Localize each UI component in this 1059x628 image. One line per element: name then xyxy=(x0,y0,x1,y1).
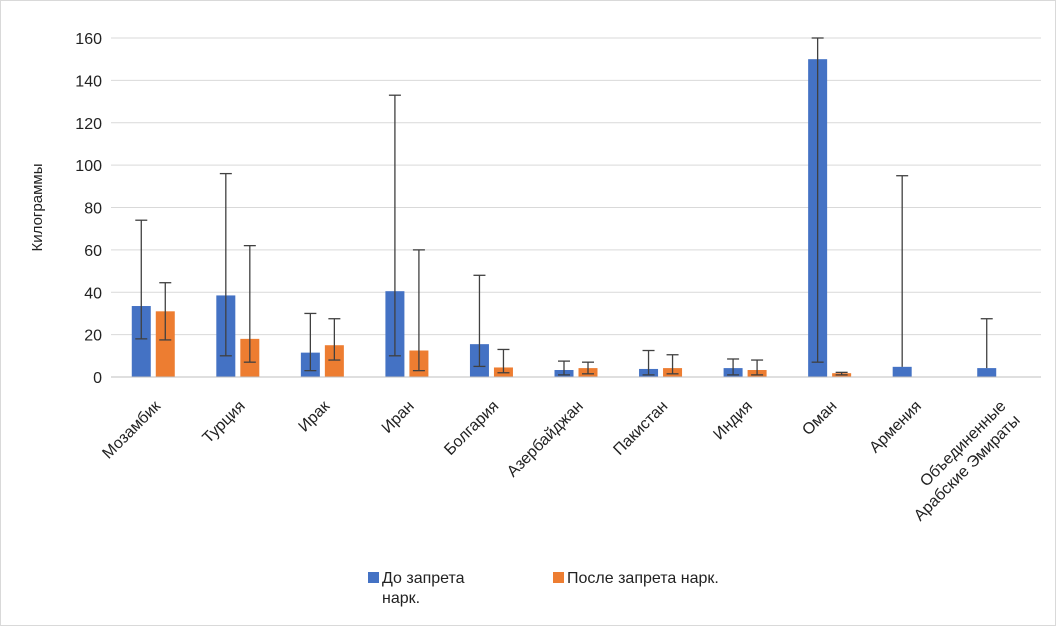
category-label: Пакистан xyxy=(610,398,671,459)
legend-label-line: После запрета нарк. xyxy=(567,570,719,587)
category-label-line: Индия xyxy=(710,398,755,443)
category-label: Азербайджан xyxy=(504,398,587,481)
y-axis-title: Килограммы xyxy=(29,164,46,252)
bar-s0-c10 xyxy=(977,368,997,377)
category-label-line: Болгария xyxy=(441,398,502,459)
category-label: Болгария xyxy=(441,398,502,459)
bars xyxy=(131,59,997,377)
y-tick-label: 80 xyxy=(84,201,102,218)
category-label-line: Турция xyxy=(200,398,249,447)
legend-label-1: После запрета нарк. xyxy=(567,570,719,587)
y-tick-label: 20 xyxy=(84,328,102,345)
category-label: Армения xyxy=(866,398,925,457)
bar-s0-c9 xyxy=(892,366,912,377)
error-bars xyxy=(135,37,993,376)
category-label-line: Ирак xyxy=(296,397,334,435)
category-label: Индия xyxy=(710,398,755,443)
category-label-line: Мозамбик xyxy=(99,397,164,462)
category-label-line: Оман xyxy=(799,398,840,439)
category-label-line: Иран xyxy=(379,398,418,437)
gridlines xyxy=(111,37,1041,336)
category-label-line: Пакистан xyxy=(610,398,671,459)
y-tick-label: 0 xyxy=(93,370,102,387)
category-label: Мозамбик xyxy=(99,397,164,462)
bar-s1-c0 xyxy=(155,311,175,377)
category-label: Иран xyxy=(379,398,418,437)
legend-swatch-0 xyxy=(368,572,379,583)
y-tick-label: 100 xyxy=(75,158,102,175)
category-label-line: Армения xyxy=(866,398,925,457)
tick-labels: 0 20 40 60 80 100 120 140 160 Мозамбик Турция Ирак И… xyxy=(75,31,1023,525)
legend: До запрета нарк. После запрета нарк. xyxy=(368,570,719,607)
y-tick-label: 160 xyxy=(75,31,102,48)
category-label: Ирак xyxy=(296,397,334,435)
category-label: Оман xyxy=(799,398,840,439)
legend-label-0: До запрета нарк. xyxy=(382,570,465,607)
y-tick-label: 60 xyxy=(84,243,102,260)
legend-label-line: нарк. xyxy=(382,590,420,607)
bar-s0-c0 xyxy=(131,306,151,377)
category-label-line: Азербайджан xyxy=(504,398,587,481)
y-tick-label: 40 xyxy=(84,285,102,302)
legend-label-line: До запрета xyxy=(382,570,465,587)
y-tick-label: 120 xyxy=(75,116,102,133)
category-label: Турция xyxy=(200,398,249,447)
legend-swatch-1 xyxy=(553,572,564,583)
bar-s1-c2 xyxy=(324,345,344,377)
y-tick-label: 140 xyxy=(75,73,102,90)
